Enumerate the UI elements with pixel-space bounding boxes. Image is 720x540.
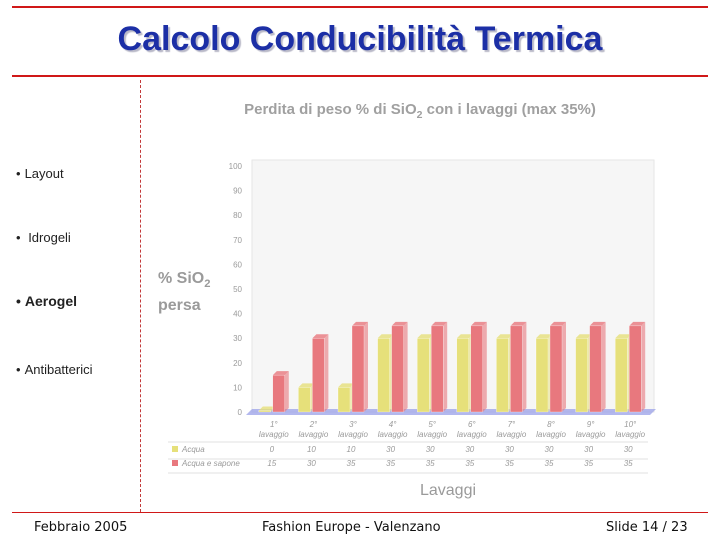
sidebar-item-label: Layout [24, 166, 64, 181]
bar-acqua-e-sapone [470, 321, 487, 413]
x-tick-label: lavaggio [298, 430, 328, 439]
title-rule [12, 75, 708, 77]
y-tick-label: 60 [233, 260, 242, 269]
sidebar-item-antibatterici[interactable]: • Antibatterici [16, 362, 92, 377]
x-tick-label: 7° [508, 420, 516, 429]
top-rule [12, 6, 708, 8]
x-tick-label: 6° [468, 420, 476, 429]
y-tick-label: 50 [233, 285, 242, 294]
x-tick-label: lavaggio [457, 430, 487, 439]
data-table-value: 35 [584, 459, 593, 468]
x-tick-label: lavaggio [417, 430, 447, 439]
bullet-icon: • [16, 293, 21, 309]
sidebar-item-label: Antibatterici [24, 362, 93, 377]
y-axis-label: % SiO2 persa [158, 270, 211, 315]
bar-acqua-e-sapone [272, 371, 289, 413]
y-tick-label: 90 [233, 187, 242, 196]
footer-slide-number: Slide 14 / 23 [606, 520, 688, 535]
bar-acqua [377, 334, 394, 413]
data-table-value: 30 [426, 445, 435, 454]
bar-acqua-e-sapone [351, 321, 368, 413]
chart-title: Perdita di peso % di SiO2 con i lavaggi … [244, 101, 596, 121]
footer-rule [12, 512, 708, 513]
x-axis-label: Lavaggi [419, 482, 477, 499]
data-table-value: 30 [307, 459, 316, 468]
data-table-value: 35 [505, 459, 514, 468]
x-tick-label: 3° [349, 420, 357, 429]
x-tick-label: lavaggio [378, 430, 408, 439]
x-tick-label: 4° [389, 420, 397, 429]
slide-title: Calcolo Conducibilità Termica [117, 20, 603, 58]
data-table-value: 35 [347, 459, 356, 468]
data-table-value: 30 [624, 445, 633, 454]
y-tick-label: 0 [238, 408, 243, 417]
sidebar-item-label: Aerogel [24, 293, 78, 309]
bar-acqua-e-sapone [510, 321, 527, 413]
x-tick-label: lavaggio [536, 430, 566, 439]
bar-acqua-e-sapone [391, 321, 408, 413]
x-tick-label: 8° [547, 420, 555, 429]
data-table-value: 0 [270, 445, 275, 454]
y-tick-label: 70 [233, 236, 242, 245]
y-tick-label: 100 [229, 162, 243, 171]
bar-acqua-e-sapone [312, 334, 329, 413]
x-tick-label: 5° [428, 420, 436, 429]
data-table-value: 30 [465, 445, 474, 454]
data-table-value: 35 [465, 459, 474, 468]
x-tick-label: 2° [309, 420, 318, 429]
x-tick-label: 1° [270, 420, 278, 429]
y-tick-label: 40 [233, 310, 242, 319]
bar-acqua [337, 383, 354, 413]
x-tick-label: 10° [624, 420, 637, 429]
bar-acqua-e-sapone [549, 321, 566, 413]
x-tick-label: lavaggio [259, 430, 289, 439]
data-table-value: 30 [386, 445, 395, 454]
data-table-value: 15 [267, 459, 276, 468]
x-tick-label: lavaggio [496, 430, 526, 439]
legend-swatch [172, 460, 178, 466]
bullet-icon: • [16, 362, 21, 377]
y-tick-label: 80 [233, 211, 242, 220]
bar-acqua-e-sapone [629, 321, 646, 413]
bar-acqua [496, 334, 513, 413]
footer-event: Fashion Europe - Valenzano [262, 520, 441, 535]
y-tick-label: 10 [233, 383, 242, 392]
legend-label: Acqua [181, 445, 205, 454]
data-table-value: 35 [545, 459, 554, 468]
bar-acqua [298, 383, 315, 413]
data-table-value: 30 [584, 445, 593, 454]
x-tick-label: lavaggio [576, 430, 606, 439]
bar-acqua [575, 334, 592, 413]
x-tick-label: lavaggio [338, 430, 368, 439]
bullet-icon: • [16, 230, 21, 245]
sidebar-item-layout[interactable]: • Layout [16, 166, 64, 181]
x-tick-label: lavaggio [615, 430, 645, 439]
data-table-value: 30 [545, 445, 554, 454]
bar-acqua [615, 334, 632, 413]
footer-date: Febbraio 2005 [34, 520, 128, 535]
bar-acqua [456, 334, 473, 413]
sidebar-item-label: Idrogeli [28, 230, 71, 245]
bar-acqua [417, 334, 434, 413]
data-table-value: 35 [426, 459, 435, 468]
y-tick-label: 20 [233, 359, 242, 368]
bullet-icon: • [16, 166, 21, 181]
legend-swatch [172, 446, 178, 452]
bar-acqua [535, 334, 552, 413]
data-table-value: 10 [347, 445, 356, 454]
data-table-value: 30 [505, 445, 514, 454]
bar-acqua-e-sapone [431, 321, 448, 413]
sidebar-item-idrogeli[interactable]: • Idrogeli [16, 230, 71, 245]
legend-label: Acqua e sapone [181, 459, 240, 468]
divider-line [140, 80, 141, 512]
data-table-value: 35 [624, 459, 633, 468]
bar-acqua-e-sapone [589, 321, 606, 413]
y-tick-label: 30 [233, 334, 242, 343]
data-table-value: 10 [307, 445, 316, 454]
data-table-value: 35 [386, 459, 395, 468]
sidebar-item-aerogel[interactable]: • Aerogel [16, 293, 77, 309]
x-tick-label: 9° [587, 420, 595, 429]
